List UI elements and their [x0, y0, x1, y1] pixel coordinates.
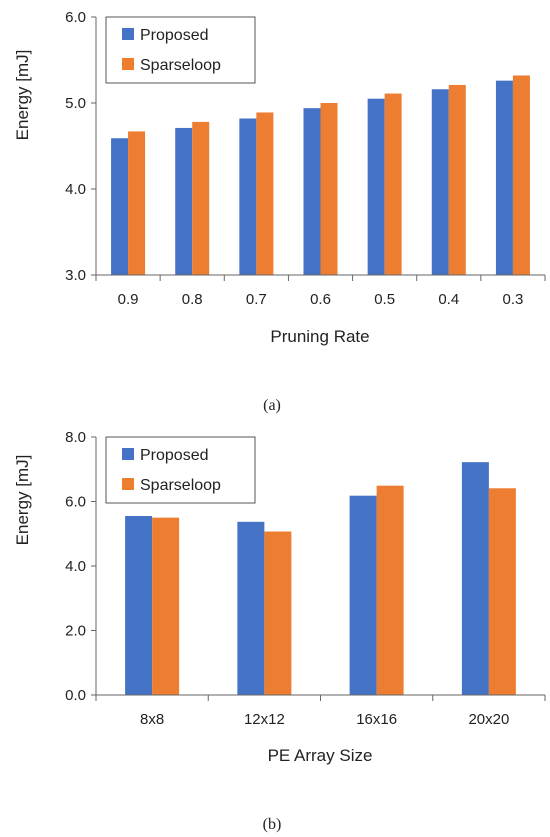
- chart-b: 0.0 2.0 4.0 6.0 8.0 8x8 12x12 16x16 20x20 PE Ar…: [13, 429, 546, 833]
- x-axis-label-b: PE Array Size: [268, 746, 373, 765]
- y-tick-label-a: 5.0: [65, 95, 86, 112]
- chart-a: 3.0 4.0 5.0 6.0 0.9 0.8 0.7 0.6 0.5 0.4 0.3 Pruni…: [13, 9, 546, 414]
- x-tick-label-a: 0.4: [438, 291, 459, 308]
- x-tick-label-a: 0.7: [246, 291, 267, 308]
- bar-sparseloop-a: [256, 112, 274, 276]
- bar-proposed-a: [111, 138, 129, 275]
- legend-label-sparseloop-b: Sparseloop: [140, 477, 221, 494]
- caption-a: (a): [263, 397, 281, 414]
- y-tick-label-b: 2.0: [65, 623, 86, 640]
- legend-a: Proposed Sparseloop: [105, 16, 256, 84]
- bar-proposed-b: [349, 495, 377, 695]
- y-tick-label-b: 6.0: [65, 494, 86, 511]
- bar-proposed-b: [125, 516, 153, 695]
- legend-swatch-sparseloop-b: [122, 478, 134, 490]
- x-tick-label-b: 20x20: [468, 711, 509, 728]
- x-tick-label-a: 0.8: [182, 291, 203, 308]
- bar-proposed-b: [461, 462, 489, 695]
- legend-b: Proposed Sparseloop: [105, 436, 256, 504]
- x-tick-label-b: 8x8: [140, 711, 164, 728]
- x-tick-label-a: 0.3: [502, 291, 523, 308]
- caption-b: (b): [263, 816, 282, 833]
- bar-proposed-a: [367, 98, 385, 275]
- x-tick-label-a: 0.6: [310, 291, 331, 308]
- x-ticks-b: 8x8 12x12 16x16 20x20: [95, 695, 546, 728]
- bar-proposed-a: [175, 127, 193, 275]
- legend-box-a: [105, 16, 256, 84]
- x-tick-label-b: 12x12: [244, 711, 285, 728]
- y-tick-label-a: 6.0: [65, 9, 86, 26]
- bar-sparseloop-a: [128, 131, 146, 275]
- legend-label-sparseloop-a: Sparseloop: [140, 57, 221, 74]
- x-tick-label-b: 16x16: [356, 711, 397, 728]
- legend-swatch-sparseloop-a: [122, 58, 134, 70]
- y-ticks-b: 0.0 2.0 4.0 6.0 8.0: [65, 429, 96, 704]
- y-tick-label-b: 4.0: [65, 558, 86, 575]
- y-axis-label-a: Energy [mJ]: [13, 50, 32, 141]
- bar-sparseloop-b: [152, 517, 180, 695]
- x-axis-label-a: Pruning Rate: [270, 327, 369, 346]
- bar-proposed-a: [495, 80, 513, 275]
- legend-label-proposed-b: Proposed: [140, 447, 209, 464]
- bar-sparseloop-a: [512, 75, 530, 275]
- bar-sparseloop-a: [320, 103, 338, 275]
- bars-a: [111, 75, 530, 276]
- y-tick-label-b: 0.0: [65, 687, 86, 704]
- y-tick-label-b: 8.0: [65, 429, 86, 446]
- bar-sparseloop-b: [376, 485, 404, 695]
- y-tick-label-a: 4.0: [65, 181, 86, 198]
- y-axis-label-b: Energy [mJ]: [13, 455, 32, 546]
- x-tick-label-a: 0.5: [374, 291, 395, 308]
- bar-proposed-b: [237, 521, 265, 695]
- x-tick-label-a: 0.9: [118, 291, 139, 308]
- bar-sparseloop-a: [192, 121, 210, 275]
- y-tick-label-a: 3.0: [65, 267, 86, 284]
- bar-proposed-a: [431, 89, 449, 276]
- bar-sparseloop-a: [384, 93, 402, 275]
- bars-b: [125, 462, 516, 695]
- y-ticks-a: 3.0 4.0 5.0 6.0: [65, 9, 96, 284]
- legend-swatch-proposed-a: [122, 28, 134, 40]
- legend-label-proposed-a: Proposed: [140, 27, 209, 44]
- bar-proposed-a: [239, 118, 257, 275]
- bar-sparseloop-b: [264, 531, 292, 695]
- bar-sparseloop-a: [448, 84, 466, 275]
- x-ticks-a: 0.9 0.8 0.7 0.6 0.5 0.4 0.3: [95, 275, 546, 308]
- bar-sparseloop-b: [488, 488, 516, 695]
- bar-proposed-a: [303, 108, 321, 275]
- legend-swatch-proposed-b: [122, 448, 134, 460]
